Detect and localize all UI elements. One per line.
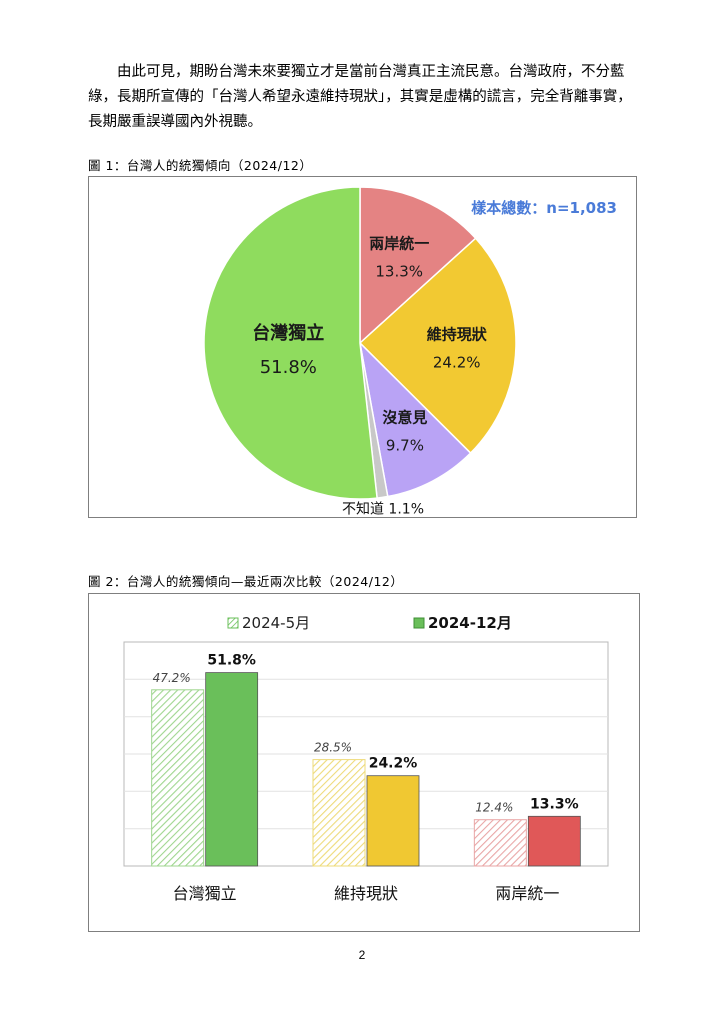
figure2-caption: 圖 2：台灣人的統獨傾向—最近兩次比較（2024/12） <box>88 574 404 589</box>
pie-slice-value-label: 24.2% <box>433 353 481 371</box>
bar-2024-dec <box>205 672 259 867</box>
pie-slice <box>203 186 378 500</box>
category-label: 兩岸統一 <box>495 884 559 903</box>
pie-slice-category-label: 台灣獨立 <box>252 322 324 344</box>
bar-value-label: 47.2% <box>153 671 191 685</box>
bar-2024-dec <box>366 775 420 867</box>
category-label: 台灣獨立 <box>173 884 237 903</box>
bar-value-label: 51.8% <box>207 653 256 669</box>
legend: 2024-5月 2024-12月 <box>227 614 512 632</box>
pie-chart-frame: 兩岸統一 13.3% 維持現狀 24.2% 沒意見 9.7% 不知道 1.1% 台灣獨立 51.… <box>88 176 637 518</box>
pie-slice-value-label: 51.8% <box>260 357 317 378</box>
page-number: 2 <box>358 948 366 962</box>
category-label: 維持現狀 <box>334 884 398 903</box>
legend-label-dec: 2024-12月 <box>428 614 512 632</box>
sample-size-note: 樣本總數：n=1,083 <box>471 199 617 217</box>
pie-label-outside: 不知道 1.1% <box>342 500 424 517</box>
pie-chart: 兩岸統一 13.3% 維持現狀 24.2% 沒意見 9.7% 不知道 1.1% 台灣獨立 51.… <box>203 186 617 517</box>
pie-slice <box>358 340 472 498</box>
pie-slice-value-label: 13.3% <box>375 263 423 281</box>
legend-swatch-may <box>227 617 239 629</box>
bar-value-label: 28.5% <box>314 741 352 755</box>
bar-value-label: 24.2% <box>369 756 418 772</box>
pie-slice-category-label: 兩岸統一 <box>369 235 429 253</box>
legend-label-may: 2024-5月 <box>242 614 310 632</box>
pie-slice-category-label: 維持現狀 <box>427 325 488 343</box>
paragraph-text: 由此可見，期盼台灣未來要獨立才是當前台灣真正主流民意。台灣政府，不分藍綠，長期所… <box>88 64 632 130</box>
bar-chart-frame: 2024-5月 2024-12月 47.2% 51.8% 28.5% 24.2% 12.… <box>88 593 640 932</box>
bar-2024-may <box>312 759 366 867</box>
pie-slice-value-label: 9.7% <box>386 437 424 455</box>
bar-value-label: 13.3% <box>530 796 579 812</box>
bar-chart: 2024-5月 2024-12月 47.2% 51.8% 28.5% 24.2% 12.… <box>123 614 609 903</box>
pie-slice <box>358 237 517 455</box>
bar-2024-may <box>473 819 527 867</box>
body-paragraph: 由此可見，期盼台灣未來要獨立才是當前台灣真正主流民意。台灣政府，不分藍綠，長期所… <box>88 60 643 135</box>
pie-slice <box>359 186 477 345</box>
legend-swatch-dec <box>413 617 425 629</box>
pie-slice-category-label: 沒意見 <box>382 409 427 427</box>
bar-value-label: 12.4% <box>475 801 513 815</box>
bar-2024-may <box>151 689 205 867</box>
bar-2024-dec <box>527 815 581 867</box>
figure1-caption: 圖 1：台灣人的統獨傾向（2024/12） <box>88 158 313 173</box>
